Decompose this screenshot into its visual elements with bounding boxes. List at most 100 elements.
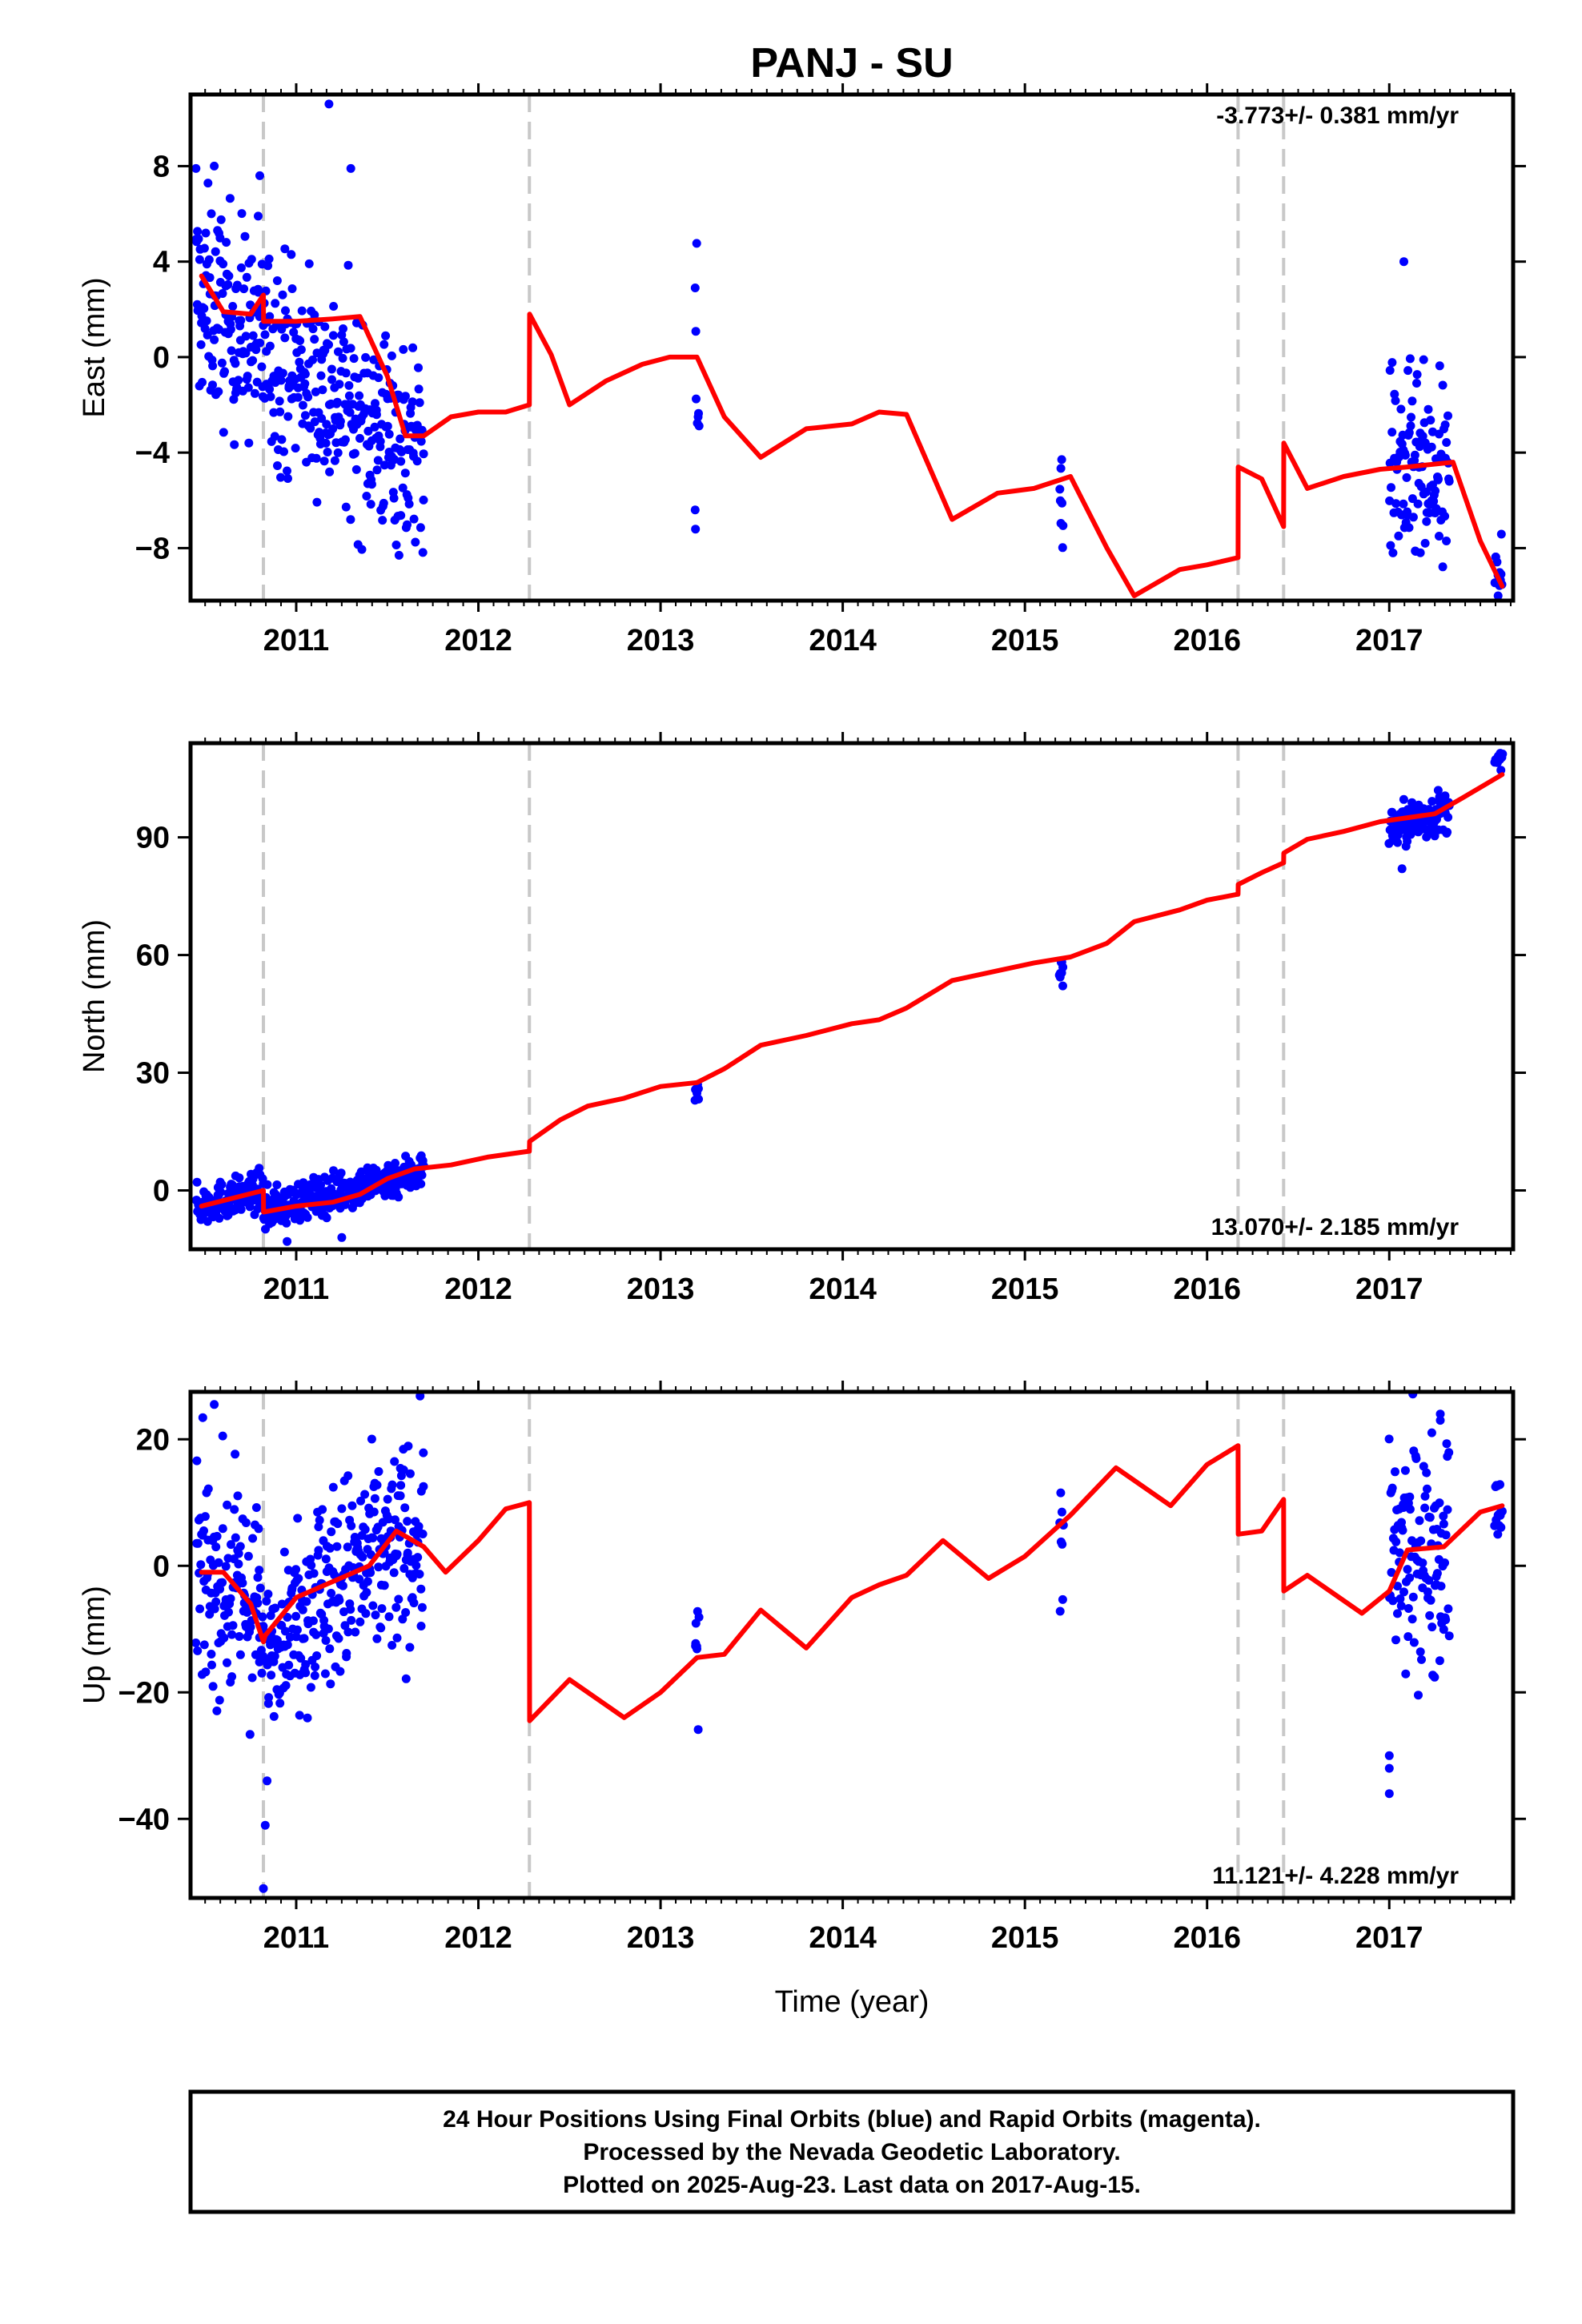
x-tick-label: 2015 xyxy=(991,624,1059,657)
data-point xyxy=(1403,366,1413,376)
data-point xyxy=(199,1640,209,1650)
data-point xyxy=(690,505,700,515)
data-point xyxy=(248,1534,258,1543)
data-point xyxy=(263,1776,272,1786)
data-point xyxy=(344,391,354,400)
data-point xyxy=(344,380,354,390)
y-tick-label: 0 xyxy=(153,1550,170,1583)
data-point xyxy=(343,1627,353,1637)
data-point xyxy=(396,456,406,466)
footer-box xyxy=(188,2089,1516,2214)
data-point xyxy=(335,1595,344,1605)
x-tick-label: 2016 xyxy=(1173,624,1241,657)
data-point xyxy=(203,179,213,188)
data-point xyxy=(415,1570,424,1579)
plot-frame xyxy=(188,741,1516,1252)
x-tick-label: 2015 xyxy=(991,1921,1059,1955)
data-point xyxy=(298,1605,307,1614)
data-point xyxy=(379,340,389,349)
data-point xyxy=(380,1191,390,1200)
data-point xyxy=(1402,472,1411,482)
data-point xyxy=(1056,1488,1066,1498)
data-point xyxy=(198,1413,207,1422)
data-point xyxy=(1423,1484,1431,1494)
x-tick-label: 2012 xyxy=(444,1921,512,1955)
data-point xyxy=(399,344,408,354)
data-point xyxy=(227,1672,237,1682)
data-point xyxy=(692,394,701,404)
data-point xyxy=(400,392,410,401)
data-point xyxy=(1492,605,1501,614)
data-point xyxy=(337,1232,347,1242)
data-point xyxy=(238,1578,247,1588)
data-point xyxy=(224,1607,233,1617)
data-point xyxy=(366,500,375,509)
data-point xyxy=(371,1610,380,1620)
data-point xyxy=(248,331,258,340)
data-point xyxy=(1435,1656,1444,1666)
data-point xyxy=(403,520,412,529)
data-point xyxy=(332,1542,342,1551)
data-point xyxy=(694,1612,704,1622)
x-tick-label: 2017 xyxy=(1355,1921,1423,1955)
data-point xyxy=(418,1530,428,1538)
panel-east: 2011 2012 2013 2014 2015 2016 2017 −8 −4 0 4 8 East … xyxy=(78,83,1526,657)
data-point xyxy=(1411,1454,1421,1463)
data-point xyxy=(408,397,417,407)
data-point xyxy=(1397,864,1407,874)
data-point xyxy=(343,1471,353,1481)
data-point xyxy=(400,1564,409,1573)
data-point xyxy=(1058,981,1067,991)
data-point xyxy=(199,243,209,253)
data-point xyxy=(242,272,251,282)
data-point xyxy=(1058,1594,1067,1604)
data-point xyxy=(362,1588,371,1597)
data-point xyxy=(217,1180,227,1189)
data-point xyxy=(255,1164,264,1173)
data-point xyxy=(243,372,252,381)
data-point xyxy=(1384,1789,1394,1799)
data-point xyxy=(335,416,345,426)
data-point xyxy=(230,1505,239,1514)
data-point xyxy=(271,299,280,308)
data-point xyxy=(296,345,306,355)
data-point xyxy=(404,499,414,509)
data-point xyxy=(1399,1587,1408,1597)
data-point xyxy=(208,1682,218,1691)
data-point xyxy=(391,1515,400,1525)
data-point xyxy=(193,1646,203,1655)
data-point xyxy=(1055,1606,1065,1616)
data-point xyxy=(371,405,381,415)
data-point xyxy=(214,387,223,396)
data-point xyxy=(330,456,339,465)
data-point xyxy=(1436,1582,1446,1591)
data-point xyxy=(219,1633,229,1642)
data-point xyxy=(1391,1467,1399,1477)
data-point xyxy=(278,368,287,378)
data-point xyxy=(265,312,275,321)
data-point xyxy=(1387,1568,1396,1577)
plot-body xyxy=(191,99,1507,614)
data-point xyxy=(369,355,379,364)
data-point xyxy=(248,356,258,365)
data-point xyxy=(1427,797,1437,806)
data-point xyxy=(1405,1573,1415,1582)
data-point xyxy=(1405,354,1415,364)
data-point xyxy=(405,1642,415,1652)
data-point xyxy=(300,369,310,379)
data-point xyxy=(301,1660,311,1669)
data-point xyxy=(404,1441,413,1451)
data-point xyxy=(381,331,391,340)
data-point xyxy=(218,1578,227,1587)
data-point xyxy=(347,1615,356,1625)
data-point xyxy=(361,352,371,362)
data-point xyxy=(1404,523,1414,533)
data-point xyxy=(319,456,329,466)
data-point xyxy=(1419,355,1428,364)
x-tick-label: 2014 xyxy=(809,624,877,657)
data-point xyxy=(1390,389,1399,399)
data-point xyxy=(211,1597,221,1606)
x-tick-label: 2011 xyxy=(263,1921,329,1955)
data-point xyxy=(387,351,396,360)
data-point xyxy=(227,1540,235,1550)
